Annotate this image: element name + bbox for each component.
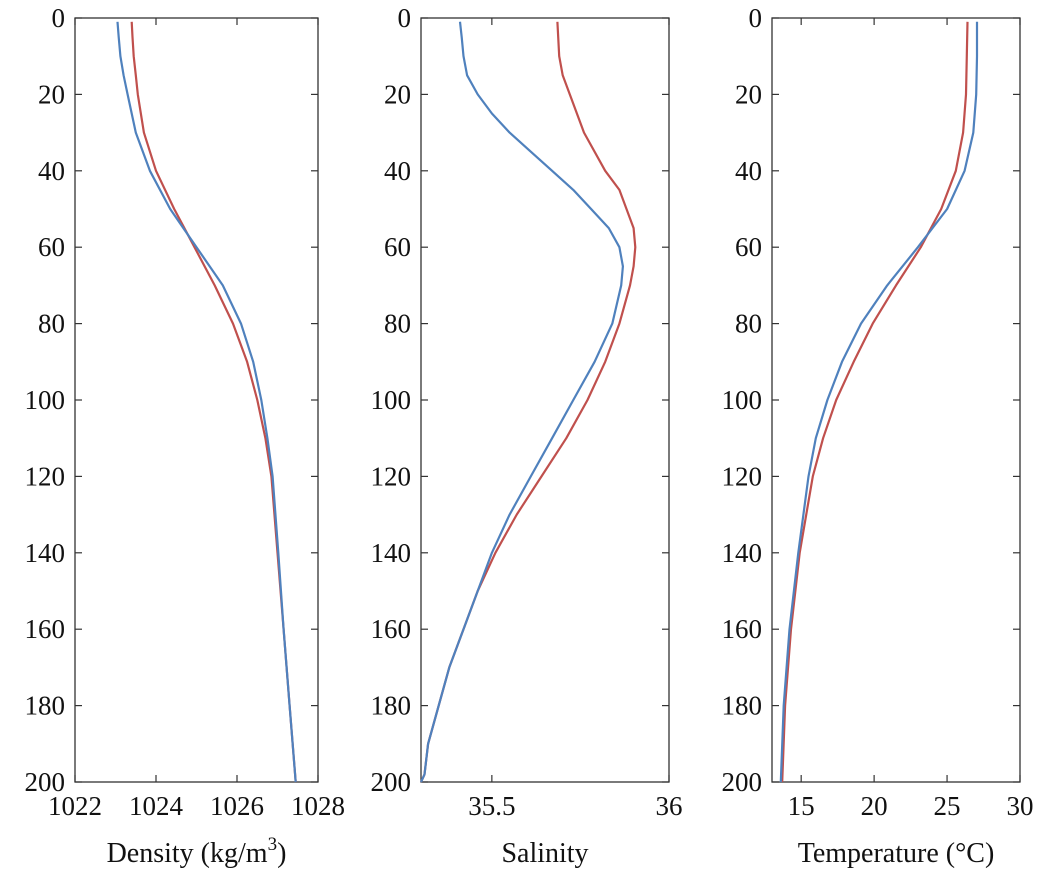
temperature-series-red-line [781,21,969,783]
salinity-ytick-label: 120 [371,461,412,491]
temperature-ytick-label: 0 [749,3,763,33]
salinity-ytick-label: 0 [398,3,412,33]
density-xtick-label: 1024 [129,791,184,821]
salinity-ytick-label: 140 [371,538,412,568]
density-ytick-label: 200 [25,767,66,797]
temperature-xtick-label: 20 [861,791,888,821]
density-ytick-label: 100 [25,385,66,415]
temperature-ytick-label: 80 [735,309,762,339]
temperature-ytick-label: 160 [722,614,763,644]
temperature-xaxis-label: Temperature (°C) [798,838,995,869]
salinity-panel: 0 20 40 60 80 100 120 140 160 180 200 35.5 36 Salinit… [371,3,683,869]
salinity-xtick-label: 35.5 [468,791,515,821]
density-ytick-label: 180 [25,691,66,721]
temperature-ytick-label: 60 [735,232,762,262]
density-xaxis-label-suffix: ) [277,838,286,869]
salinity-series-blue-line [420,21,624,783]
salinity-xaxis-label: Salinity [501,838,588,869]
temperature-xtick-label: 25 [934,791,961,821]
salinity-ytick-label: 100 [371,385,412,415]
density-xtick-label: 1026 [210,791,264,821]
temperature-ytick-label: 120 [722,461,763,491]
salinity-ytick-label: 80 [384,309,411,339]
salinity-ytick-label: 20 [384,79,411,109]
temperature-xtick-label: 15 [788,791,815,821]
salinity-ytick-label: 60 [384,232,411,262]
density-xaxis-label: Density (kg/m3) [107,834,287,869]
salinity-ytick-label: 160 [371,614,412,644]
salinity-axes-box [420,17,670,783]
temperature-xtick-label: 30 [1007,791,1034,821]
density-ytick-label: 40 [38,156,65,186]
temperature-ytick-label: 20 [735,79,762,109]
temperature-panel: 0 20 40 60 80 100 120 140 160 180 200 15 20 25 30 Tempe… [722,3,1034,869]
temperature-ytick-label: 140 [722,538,763,568]
temperature-series-blue-line [779,21,979,783]
density-ytick-label: 60 [38,232,65,262]
temperature-ytick-label: 180 [722,691,763,721]
density-ytick-label: 20 [38,79,65,109]
salinity-ytick-label: 40 [384,156,411,186]
density-series-red-line [130,21,297,783]
density-xtick-label: 1028 [291,791,345,821]
density-ytick-label: 80 [38,309,65,339]
density-ytick-label: 120 [25,461,66,491]
density-xtick-label: 1022 [48,791,102,821]
temperature-ytick-label: 40 [735,156,762,186]
density-series-blue-line [116,21,297,783]
temperature-axes-box [771,17,1021,783]
salinity-ytick-label: 200 [371,767,412,797]
density-xaxis-label-superscript: 3 [268,834,278,855]
temperature-ytick-label: 200 [722,767,763,797]
salinity-xtick-label: 36 [656,791,683,821]
salinity-ytick-label: 180 [371,691,412,721]
density-axes-box [74,17,319,783]
density-ytick-label: 160 [25,614,66,644]
salinity-series-red-line [420,21,637,783]
temperature-ytick-label: 100 [722,385,763,415]
density-ytick-label: 140 [25,538,66,568]
density-ytick-label: 0 [52,3,66,33]
